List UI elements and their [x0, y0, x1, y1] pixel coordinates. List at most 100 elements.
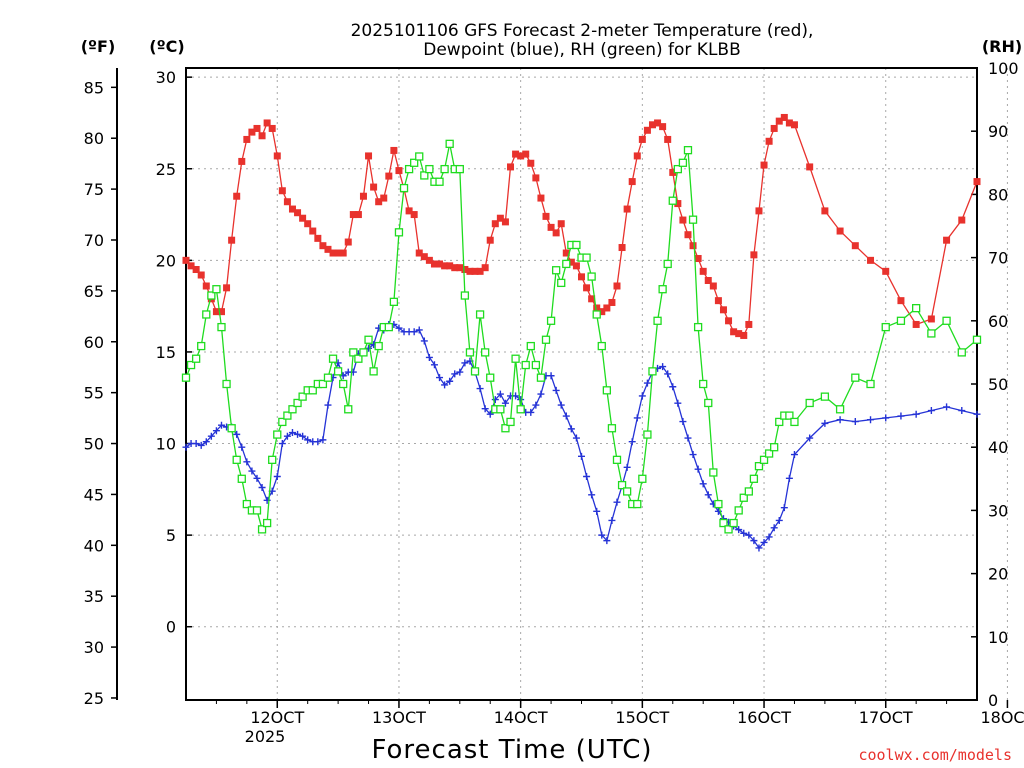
2-meter-temperature-point	[780, 113, 788, 121]
2-meter-temperature-point	[202, 282, 210, 290]
2-meter-temperature-point	[572, 262, 580, 270]
2-meter-temperature-point	[441, 262, 449, 270]
axes: 0510152025302530354045505560657075808501…	[84, 59, 1024, 727]
dewpoint-point	[430, 361, 438, 369]
rh-point	[820, 392, 830, 401]
2-meter-temperature-point	[613, 282, 621, 290]
rh-point	[749, 474, 759, 483]
rh-point	[359, 348, 368, 357]
2-meter-temperature-point	[233, 192, 241, 200]
celsius-tick-label: 20	[156, 251, 176, 270]
dewpoint-point	[238, 443, 246, 451]
rh-tick-label: 10	[988, 628, 1008, 647]
dewpoint-point	[943, 403, 951, 411]
rh-point	[739, 493, 748, 502]
2-meter-temperature-point	[745, 320, 753, 328]
dewpoint-point	[192, 440, 200, 448]
dewpoint-point	[517, 396, 525, 404]
rh-point	[658, 285, 667, 294]
dewpoint-point	[593, 507, 601, 515]
dewpoint-point	[679, 418, 687, 426]
2-meter-temperature-point	[187, 262, 195, 270]
rh-point	[262, 518, 272, 528]
rh-point	[688, 215, 698, 224]
2-meter-temperature-point	[268, 124, 276, 132]
credit-link[interactable]: coolwx.com/models	[858, 746, 1012, 764]
rh-point	[714, 499, 723, 509]
rh-point	[851, 373, 860, 382]
dewpoint-point	[415, 326, 423, 334]
chart-title-line-2: Dewpoint (blue), RH (green) for KLBB	[423, 40, 741, 60]
2-meter-temperature-series	[182, 113, 981, 339]
dewpoint-point	[334, 359, 342, 367]
fahrenheit-tick-label: 70	[84, 231, 104, 250]
2-meter-temperature-point	[958, 216, 966, 224]
rh-point	[257, 525, 267, 534]
plot-frame	[185, 67, 978, 701]
2-meter-temperature-point	[294, 209, 302, 217]
2-meter-temperature-point	[836, 227, 844, 235]
2-meter-temperature-point	[542, 212, 550, 220]
dewpoint-point	[775, 516, 783, 524]
dewpoint-point	[780, 504, 788, 512]
dewpoint-point	[182, 443, 190, 451]
rh-point	[866, 379, 875, 389]
rh-point	[465, 348, 475, 357]
rh-point	[339, 379, 348, 389]
rh-point	[268, 455, 277, 464]
rh-point	[349, 348, 358, 357]
2-meter-temperature-point	[436, 260, 444, 268]
series-layer	[181, 113, 982, 552]
x-tick-label: 18OCT	[980, 708, 1024, 727]
rh-point	[668, 196, 677, 205]
dewpoint-point	[851, 418, 859, 426]
dewpoint-point	[324, 401, 332, 409]
rh-point	[663, 259, 672, 269]
dewpoint-point	[912, 410, 920, 418]
2-meter-temperature-point	[643, 126, 651, 134]
rh-point	[770, 443, 779, 452]
rh-point	[957, 348, 966, 357]
fahrenheit-tick-label: 75	[84, 180, 104, 199]
dewpoint-point	[836, 416, 844, 424]
rh-point	[460, 291, 470, 300]
rh-tick-label: 60	[988, 312, 1008, 331]
dewpoint-point	[461, 359, 469, 367]
fahrenheit-unit-label: (ºF)	[81, 37, 116, 56]
rh-tick-label: 50	[988, 375, 1008, 394]
rh-tick-label: 80	[988, 185, 1008, 204]
dewpoint-point	[420, 337, 428, 345]
rh-point	[551, 266, 561, 275]
rh-point	[648, 367, 657, 376]
dewpoint-point	[674, 399, 682, 407]
2-meter-temperature-point	[821, 207, 829, 215]
rh-line	[185, 143, 978, 531]
dewpoint-point	[927, 407, 935, 415]
2-meter-temperature-point	[501, 218, 509, 226]
2-meter-temperature-point	[725, 317, 733, 325]
dewpoint-point	[562, 412, 570, 420]
rh-point	[764, 449, 774, 458]
fahrenheit-tick-label: 55	[84, 384, 104, 403]
rh-point	[278, 417, 287, 427]
2-meter-temperature-point	[943, 236, 951, 244]
dewpoint-point	[496, 390, 504, 398]
dewpoint-point	[973, 410, 981, 418]
dewpoint-point	[603, 537, 611, 545]
rh-point	[775, 417, 784, 427]
celsius-tick-label: 30	[156, 68, 176, 87]
rh-point	[896, 316, 906, 325]
dewpoint-point	[197, 441, 205, 449]
dewpoint-point	[790, 451, 798, 459]
dewpoint-point	[441, 381, 449, 389]
rh-point	[435, 177, 444, 186]
rh-point	[607, 424, 617, 433]
dewpoint-point	[740, 529, 748, 537]
rh-point	[744, 487, 753, 496]
rh-point	[481, 348, 490, 357]
dewpoint-point	[785, 474, 793, 482]
2-meter-temperature-point	[557, 220, 565, 228]
2-meter-temperature-point	[410, 211, 418, 219]
rh-unit-label: (RH)	[982, 37, 1022, 56]
